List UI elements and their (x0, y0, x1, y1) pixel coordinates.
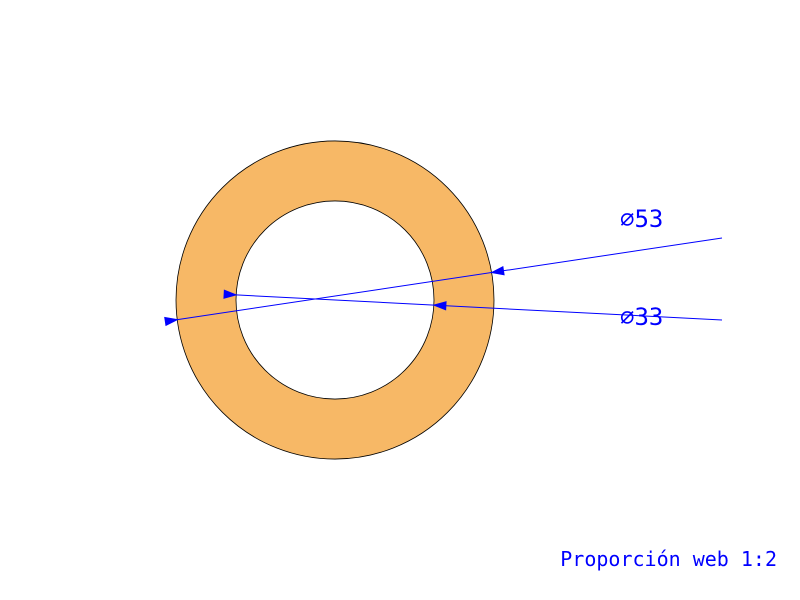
inner-diameter-label: ⌀33 (620, 303, 663, 331)
outer-diameter-label: ⌀53 (620, 205, 663, 233)
footer-scale-label: Proporción web 1:2 (560, 547, 777, 571)
